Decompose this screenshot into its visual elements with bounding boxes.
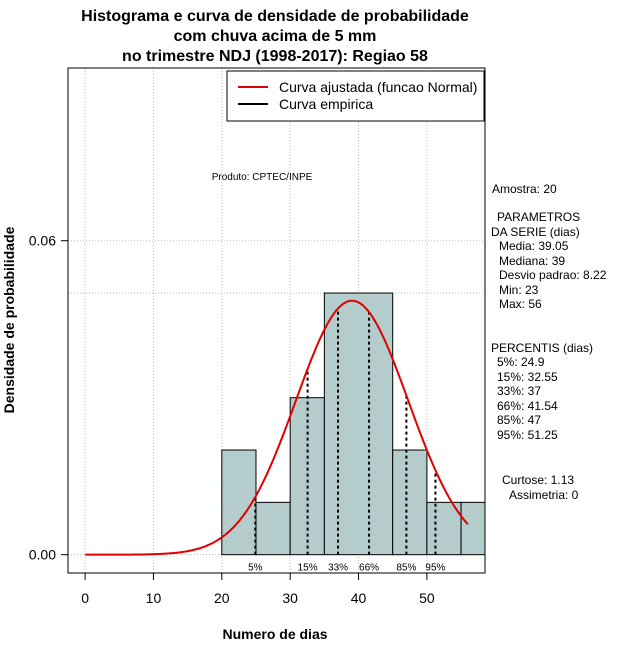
percentile-lines	[254, 308, 437, 555]
stat-p5: 5%: 24.9	[497, 355, 545, 369]
legend: Curva ajustada (funcao Normal) Curva emp…	[226, 70, 485, 122]
histogram-bar-4	[392, 449, 428, 556]
percentile-label-1: 15%	[298, 563, 318, 574]
stat-amostra: Amostra: 20	[492, 182, 557, 196]
stat-p15: 15%: 32.55	[497, 370, 558, 384]
x-axis-title: Numero de dias	[222, 626, 327, 642]
histogram-bar-5	[426, 501, 462, 556]
legend-fitted-label: Curva ajustada (funcao Normal)	[279, 79, 477, 95]
stat-curtose: Curtose: 1.13	[502, 473, 574, 487]
histogram-bar-6	[460, 501, 486, 556]
legend-empirical-label: Curva empirica	[279, 96, 373, 112]
x-tick-label-4: 40	[351, 590, 367, 606]
stat-p95: 95%: 51.25	[497, 428, 558, 442]
stats-panel: Amostra: 20 PARAMETROS DA SERIE (dias) M…	[491, 182, 607, 502]
stat-p33: 33%: 37	[497, 384, 541, 398]
stat-desvio: Desvio padrao: 8.22	[499, 268, 607, 282]
y-axis: 0.00 0.06	[29, 233, 69, 563]
x-tick-label-5: 50	[419, 590, 435, 606]
histogram-bars	[221, 292, 486, 556]
stat-media: Media: 39.05	[499, 239, 569, 253]
chart-title-line-3: no trimestre NDJ (1998-2017): Regiao 58	[122, 48, 428, 65]
x-tick-label-3: 30	[282, 590, 298, 606]
percentile-label-3: 66%	[359, 563, 379, 574]
stat-min: Min: 23	[499, 283, 539, 297]
stat-max: Max: 56	[499, 297, 542, 311]
fitted-normal-curve	[85, 299, 469, 556]
stat-p85: 85%: 47	[497, 413, 541, 427]
stat-p66: 66%: 41.54	[497, 399, 558, 413]
percentile-labels: 5% 15% 33% 66% 85% 95%	[248, 563, 445, 574]
x-axis: 0 10 20 30 40 50	[81, 572, 435, 606]
stat-perc-header: PERCENTIS (dias)	[491, 341, 593, 355]
percentile-label-2: 33%	[328, 563, 348, 574]
stat-mediana: Mediana: 39	[499, 254, 565, 268]
stat-assimetria: Assimetria: 0	[509, 488, 579, 502]
stat-param-header-1: PARAMETROS	[497, 210, 580, 224]
x-tick-label-0: 0	[81, 590, 89, 606]
percentile-label-4: 85%	[396, 563, 416, 574]
product-annotation: Produto: CPTEC/INPE	[212, 172, 313, 183]
histogram-bar-1	[255, 501, 291, 556]
percentile-label-0: 5%	[248, 563, 263, 574]
x-tick-label-2: 20	[214, 590, 230, 606]
histogram-bar-3	[323, 292, 394, 556]
chart-title-line-2: com chuva acima de 5 mm	[174, 28, 377, 45]
percentile-label-5: 95%	[425, 563, 445, 574]
fitted-curve-layer	[85, 299, 469, 556]
x-tick-label-1: 10	[146, 590, 162, 606]
legend-box	[226, 70, 485, 122]
stat-param-header-2: DA SERIE (dias)	[491, 225, 580, 239]
y-tick-label-1: 0.06	[29, 233, 56, 249]
y-tick-label-0: 0.00	[29, 547, 56, 563]
y-axis-title: Densidade de probabilidade	[1, 226, 17, 413]
histogram-bar-0	[221, 449, 257, 556]
chart-title-line-1: Histograma e curva de densidade de proba…	[81, 8, 469, 25]
